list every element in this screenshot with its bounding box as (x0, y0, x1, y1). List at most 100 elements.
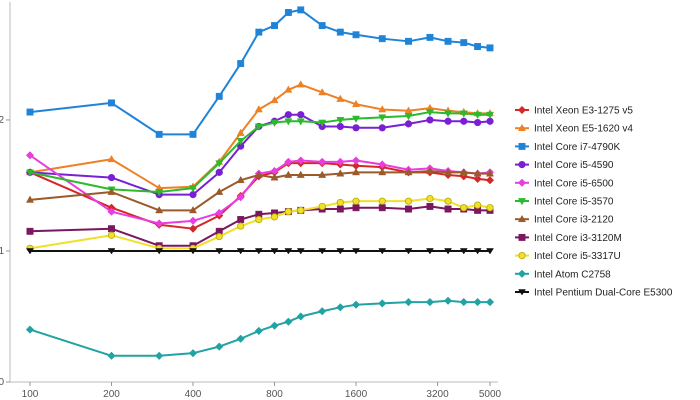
data-point (297, 206, 305, 214)
data-point (215, 342, 224, 351)
x-tick-label: 100 (22, 389, 39, 400)
series-layer (25, 6, 495, 360)
data-point (318, 307, 327, 316)
data-point (155, 351, 164, 360)
data-point (254, 326, 263, 336)
legend-label: Intel Xeon E3-1275 v5 (534, 106, 633, 117)
data-point (284, 118, 293, 126)
data-point (444, 168, 453, 176)
data-point (236, 128, 245, 136)
legend-label: Intel Core i5-3570 (534, 197, 614, 208)
data-point (336, 94, 345, 102)
data-point (443, 296, 453, 305)
data-point (284, 157, 293, 167)
data-point (318, 157, 327, 167)
data-point (378, 105, 387, 113)
data-point (336, 28, 344, 36)
legend-item: Intel Xeon E3-1275 v5 (515, 106, 633, 117)
legend-label: Intel Xeon E5-1620 v4 (534, 124, 633, 135)
data-point (215, 92, 223, 100)
data-point (426, 33, 434, 41)
data-point (351, 99, 361, 108)
data-point (25, 169, 35, 177)
series-line (29, 111, 490, 193)
data-point (405, 205, 412, 213)
data-point (189, 130, 197, 138)
data-point (486, 248, 494, 255)
x-tick-label: 400 (185, 389, 202, 400)
data-point (155, 248, 164, 255)
data-point (352, 204, 360, 212)
legend-marker (517, 269, 527, 278)
data-point (215, 248, 224, 255)
legend-item: Intel Pentium Dual-Core E5300 (515, 288, 673, 299)
legend-marker (517, 105, 527, 115)
x-tick-label: 800 (266, 389, 283, 400)
data-point (107, 248, 116, 255)
data-point (474, 201, 482, 209)
data-point (236, 175, 245, 184)
legend-label: Intel Core i5-3317U (534, 251, 621, 262)
legend-label: Intel Core i3-3120M (534, 233, 622, 244)
data-point (215, 160, 224, 168)
data-point (215, 168, 223, 176)
data-point (236, 248, 245, 255)
data-point (284, 317, 293, 326)
series-6 (25, 109, 495, 197)
data-point (485, 176, 495, 185)
data-point (236, 334, 245, 343)
data-point (473, 169, 482, 177)
data-point (404, 197, 413, 205)
data-point (189, 191, 197, 199)
data-point (426, 116, 434, 124)
data-point (425, 248, 434, 255)
x-tick-label: 3200 (426, 389, 449, 400)
data-point (236, 138, 245, 146)
data-point (473, 297, 482, 307)
data-point (297, 6, 305, 14)
data-point (25, 195, 35, 203)
data-point (444, 117, 452, 125)
data-point (284, 9, 292, 16)
data-point (155, 189, 164, 197)
data-point (236, 193, 245, 202)
data-point (336, 122, 344, 131)
data-point (284, 170, 293, 178)
data-point (237, 222, 245, 230)
data-point (485, 297, 495, 307)
data-point (425, 109, 434, 117)
data-point (188, 216, 198, 225)
data-point (460, 117, 468, 125)
legend-label: Intel Core i7-4790K (534, 142, 620, 153)
data-point (351, 156, 361, 165)
legend-label: Intel Core i5-4590 (534, 160, 614, 171)
data-point (107, 231, 116, 239)
data-point (426, 202, 434, 210)
data-point (270, 95, 279, 104)
data-point (351, 168, 361, 176)
data-point (486, 44, 494, 52)
series-5 (25, 151, 495, 228)
data-point (378, 124, 386, 132)
data-point (405, 37, 412, 45)
data-point (189, 248, 197, 255)
data-point (215, 187, 224, 195)
data-point (459, 168, 468, 176)
legend-item: Intel Core i7-4790K (515, 142, 620, 153)
data-point (336, 169, 345, 177)
data-point (297, 111, 305, 119)
legend-item: Intel Atom C2758 (515, 269, 611, 280)
legend-marker (518, 161, 526, 169)
legend-marker (517, 214, 527, 223)
series-line (29, 170, 490, 212)
legend-label: Intel Pentium Dual-Core E5300 (534, 288, 673, 299)
legend-label: Intel Core i5-6500 (534, 178, 614, 189)
data-point (336, 198, 344, 207)
data-point (296, 248, 305, 255)
data-point (444, 248, 453, 255)
data-point (107, 154, 116, 163)
data-point (284, 111, 292, 119)
y-tick-label: 1 (0, 246, 4, 257)
legend-marker (518, 289, 526, 296)
